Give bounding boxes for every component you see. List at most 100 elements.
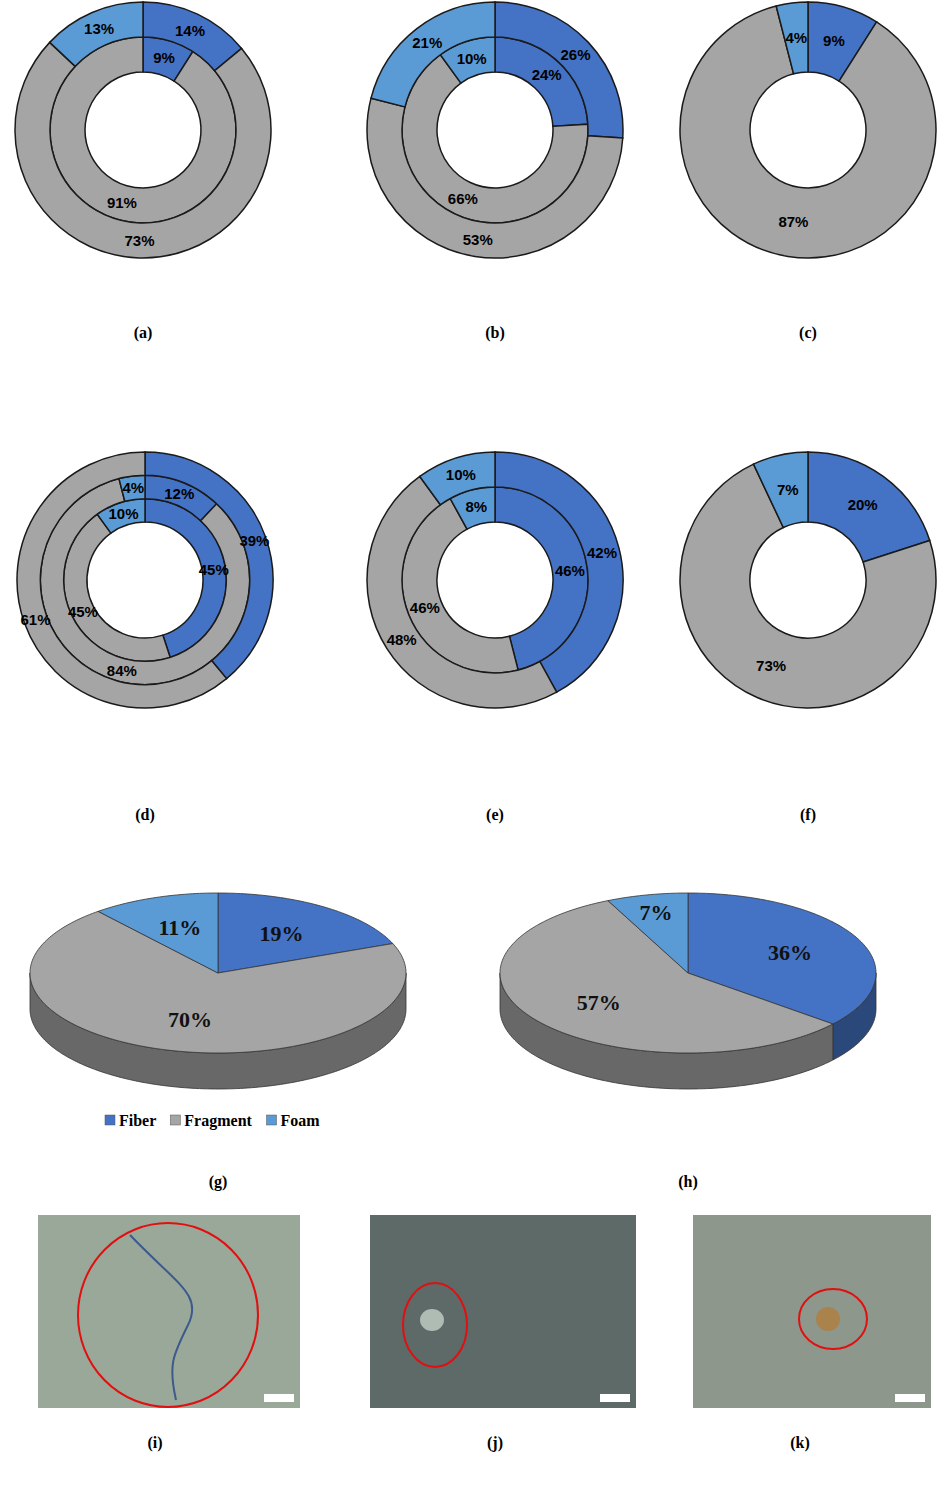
slice	[98, 893, 218, 973]
legend-swatch	[170, 1115, 180, 1125]
donut-chart	[15, 2, 271, 258]
legend-label: Foam	[281, 1112, 321, 1129]
legend-swatch	[105, 1115, 115, 1125]
data-label: 45%	[68, 603, 98, 620]
pie-3d	[500, 893, 876, 1089]
donut-chart	[680, 2, 936, 258]
data-labels: 20% 73% 7%	[756, 481, 878, 674]
ring-segment	[808, 452, 930, 562]
data-labels: 24% 66% 10% 26% 53% 21%	[412, 34, 590, 247]
ring-segment	[119, 475, 145, 501]
ring-segment	[776, 2, 808, 74]
figure: 9% 91% 14% 73% 13% (a) 24% 66% 10% 26% 53% 21% (b) 9%…	[0, 0, 945, 1489]
ring-segment	[367, 476, 557, 708]
data-label: 46%	[410, 599, 440, 616]
data-label: 7%	[777, 481, 799, 498]
data-label: 14%	[175, 22, 205, 39]
data-label: 73%	[125, 232, 155, 249]
scale-bar	[895, 1394, 925, 1402]
ring-segment	[50, 2, 143, 66]
data-label: 57%	[577, 990, 621, 1015]
ring-segment	[17, 452, 227, 708]
ring-segment	[15, 42, 271, 258]
panel-label: (j)	[487, 1434, 503, 1452]
panel-label: (f)	[800, 806, 816, 824]
ring-segment	[754, 452, 809, 528]
panel-label: (d)	[135, 806, 155, 824]
legend-swatch	[267, 1115, 277, 1125]
data-label: 10%	[446, 466, 476, 483]
data-label: 10%	[457, 50, 487, 67]
donut-chart	[367, 452, 623, 708]
photo-ground	[370, 1215, 636, 1408]
fragment-particle	[420, 1309, 444, 1331]
data-label: 12%	[164, 485, 194, 502]
scale-bar	[600, 1394, 630, 1402]
pie-3d	[30, 893, 406, 1089]
panel-label: (e)	[486, 806, 504, 824]
data-label: 10%	[108, 505, 138, 522]
panel-label: (i)	[147, 1434, 162, 1452]
data-labels: 45% 45% 10% 12% 84% 4% 39% 61%	[21, 479, 270, 678]
highlight-ring	[799, 1289, 867, 1349]
data-label: 61%	[21, 611, 51, 628]
data-label: 21%	[412, 34, 442, 51]
panel-label: (k)	[790, 1434, 810, 1452]
data-label: 4%	[123, 479, 145, 496]
panel-label: (g)	[209, 1173, 228, 1191]
foam-particle	[816, 1307, 840, 1331]
ring-segment	[145, 452, 273, 679]
ring-segment	[371, 2, 495, 107]
data-label: 45%	[199, 561, 229, 578]
data-label: 48%	[387, 631, 417, 648]
highlight-ring	[403, 1283, 467, 1367]
panel-label: (b)	[485, 324, 505, 342]
data-label: 20%	[848, 496, 878, 513]
legend-label: Fiber	[119, 1112, 156, 1129]
data-label: 9%	[823, 32, 845, 49]
data-label: 24%	[532, 66, 562, 83]
photo-ground	[38, 1215, 300, 1408]
legend: Fiber Fragment Foam	[105, 1112, 320, 1130]
data-label: 66%	[448, 190, 478, 207]
scale-bar	[264, 1394, 294, 1402]
micrograph	[370, 1215, 636, 1408]
data-label: 53%	[463, 231, 493, 248]
data-label: 19%	[259, 921, 303, 946]
data-label: 39%	[239, 532, 269, 549]
donut-chart	[367, 2, 623, 258]
data-label: 84%	[107, 662, 137, 679]
panel-label: (h)	[678, 1173, 698, 1191]
panel-label: (c)	[799, 324, 817, 342]
ring-segment	[495, 2, 623, 138]
data-label: 13%	[84, 20, 114, 37]
data-label: 46%	[555, 562, 585, 579]
data-label: 26%	[561, 46, 591, 63]
panel-label: (a)	[134, 324, 153, 342]
donut-chart	[680, 452, 936, 708]
data-label: 42%	[587, 544, 617, 561]
data-label: 8%	[465, 498, 487, 515]
slice	[608, 893, 688, 973]
data-label: 70%	[168, 1007, 212, 1032]
data-label: 36%	[768, 940, 812, 965]
data-label: 87%	[778, 213, 808, 230]
legend-label: Fragment	[184, 1112, 252, 1130]
data-label: 73%	[756, 657, 786, 674]
data-labels: 9% 87% 4%	[778, 29, 844, 230]
photo-ground	[693, 1215, 931, 1408]
highlight-ring	[78, 1223, 258, 1407]
data-label: 11%	[158, 915, 201, 940]
ring-segment	[367, 98, 623, 258]
data-label: 7%	[640, 900, 673, 925]
data-label: 9%	[153, 49, 175, 66]
micrograph	[38, 1215, 300, 1408]
data-label: 4%	[786, 29, 808, 46]
donut-chart	[17, 452, 273, 708]
fiber-particle	[130, 1235, 192, 1400]
data-label: 91%	[107, 194, 137, 211]
ring-segment	[495, 452, 623, 692]
micrograph	[693, 1215, 931, 1408]
data-labels: 9% 91% 14% 73% 13%	[84, 20, 205, 249]
ring-segment	[420, 452, 495, 505]
